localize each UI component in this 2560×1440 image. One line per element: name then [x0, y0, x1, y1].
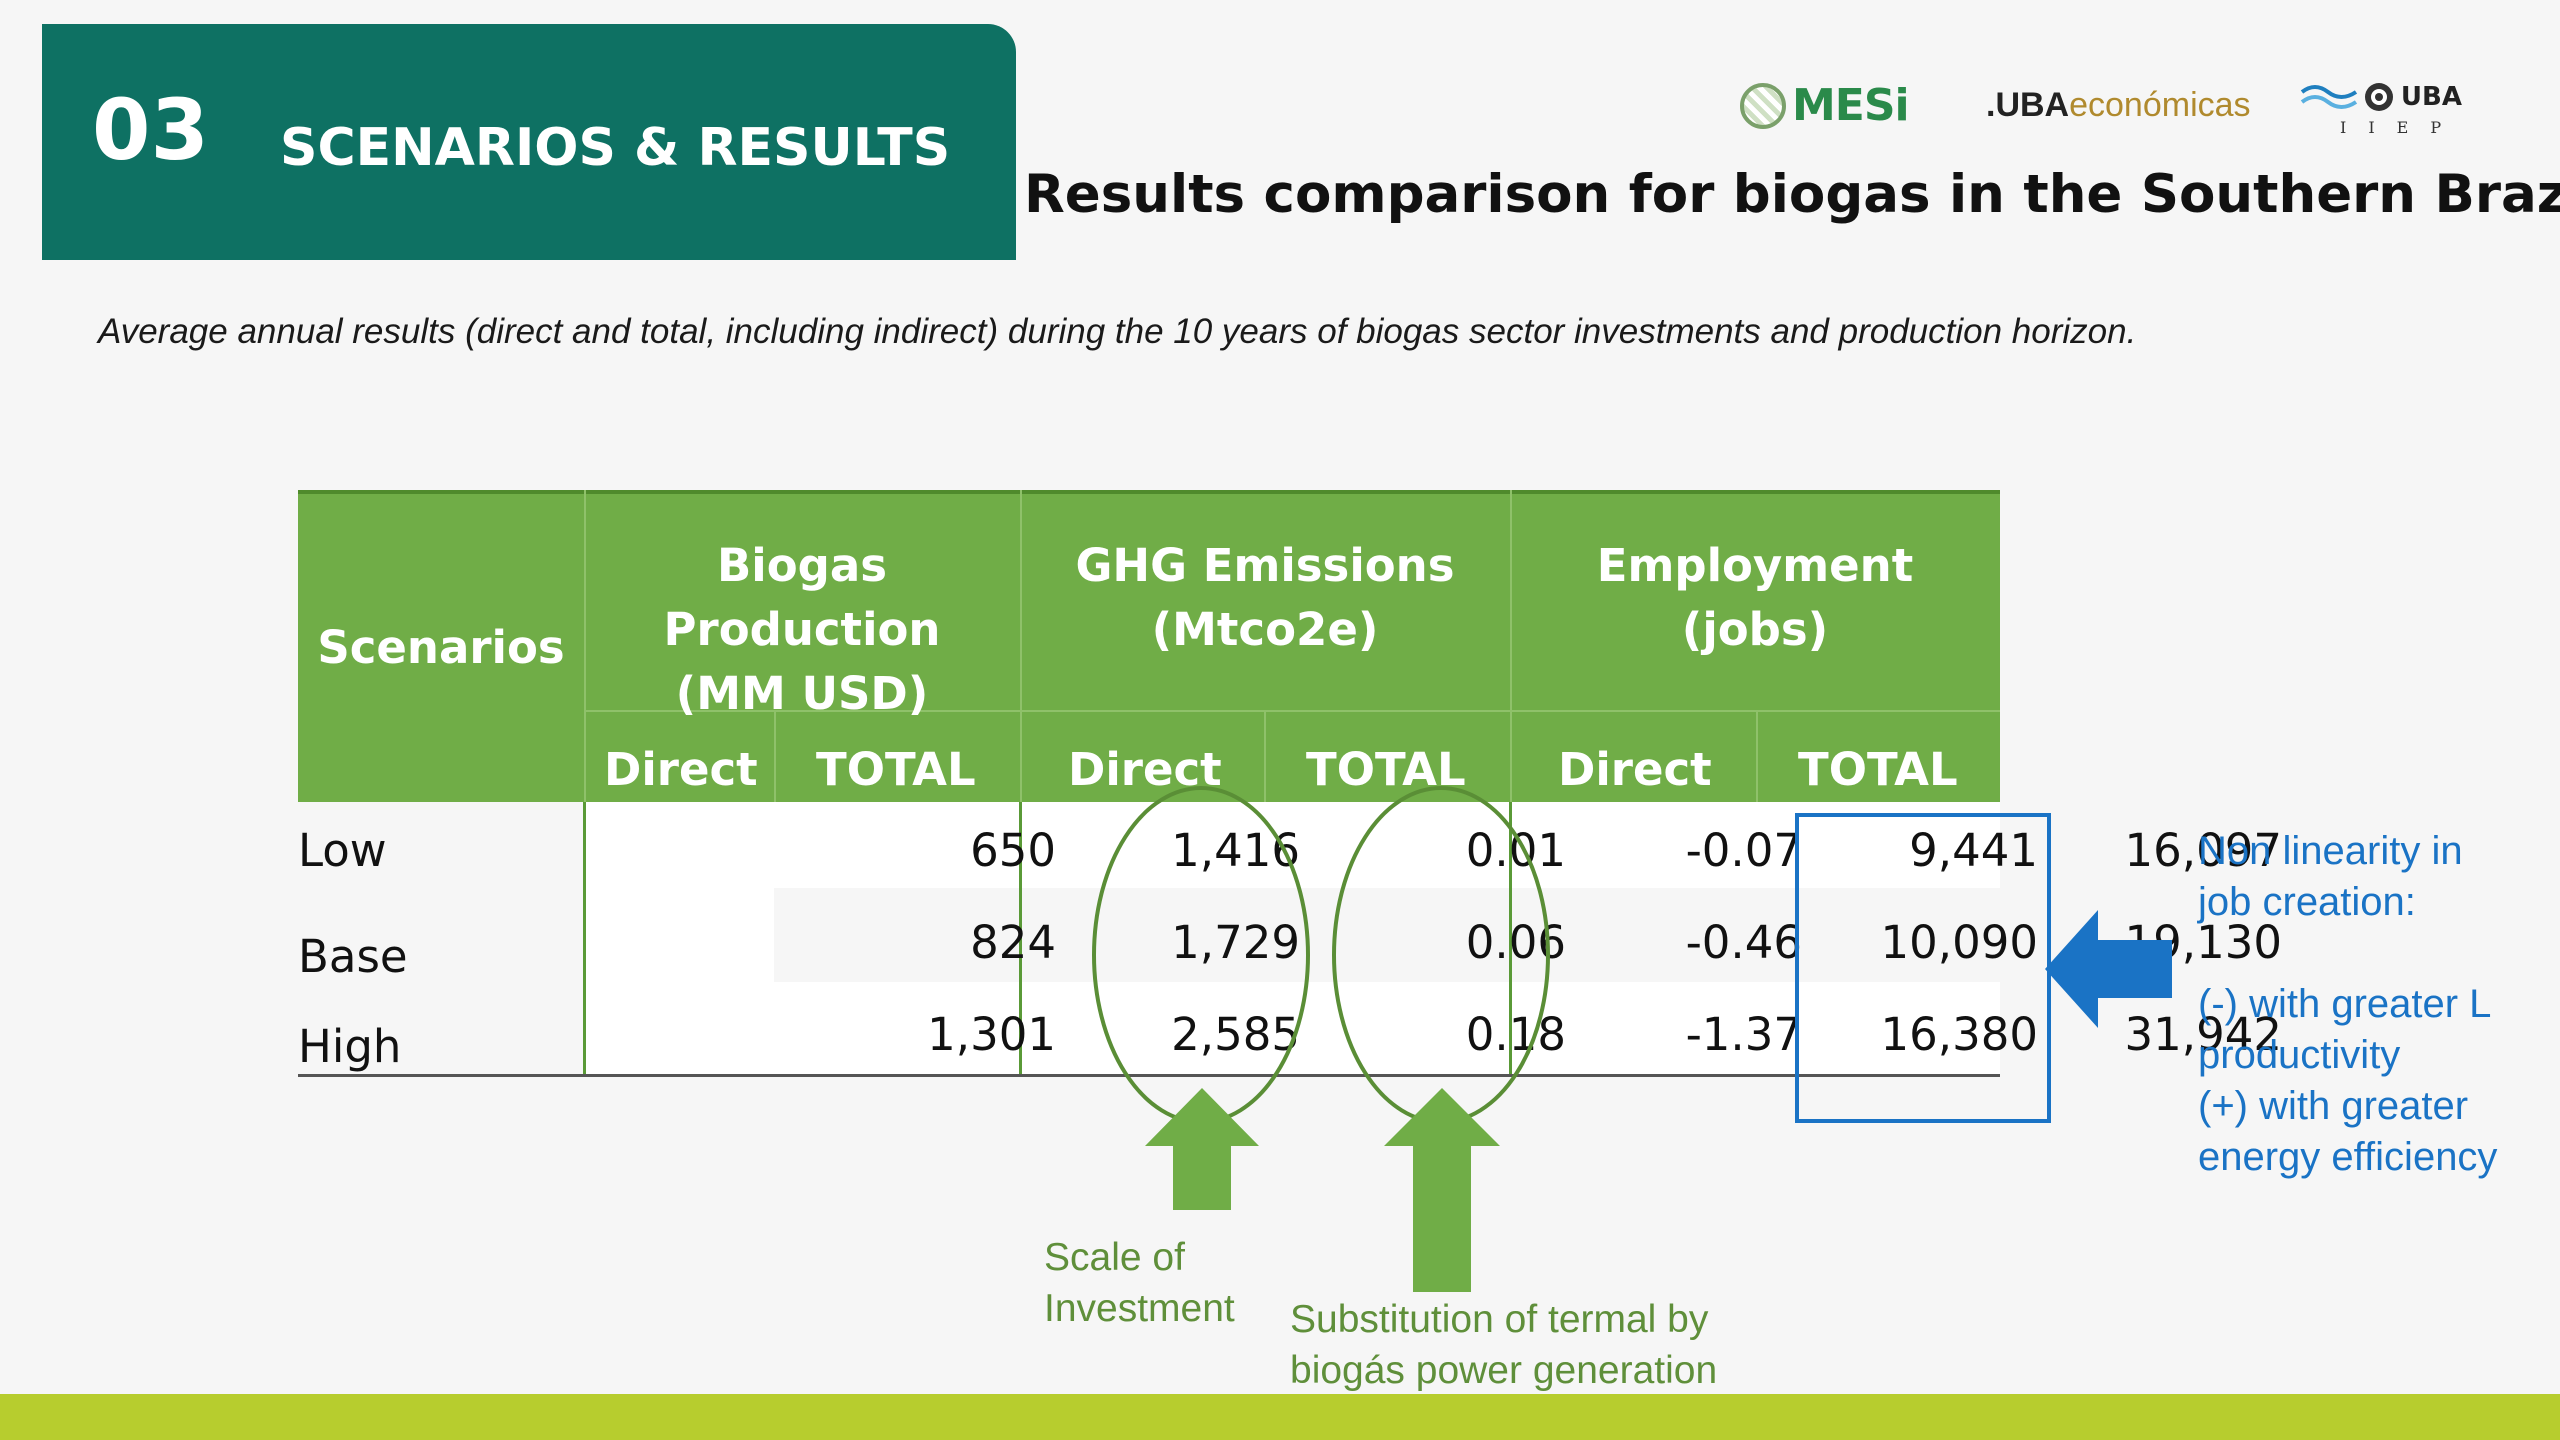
table-cell: 9,441 [1909, 824, 2038, 877]
table-cell: 10,090 [1880, 916, 2038, 969]
body-separator [1509, 802, 1512, 1076]
subheader-separator [774, 710, 776, 802]
table-cell: 16,380 [1880, 1008, 2038, 1061]
header-separator [1020, 490, 1022, 802]
row-bg-low [584, 802, 2000, 888]
row-label-base: Base [298, 930, 408, 983]
substitution-note: Substitution of termal by biogás power g… [1290, 1298, 1718, 1392]
table-cell: 31,942 [2124, 1008, 2282, 1061]
row-bg-high [584, 982, 2000, 1074]
up-arrow-icon [1384, 1088, 1500, 1292]
header-employment: Employment (jobs) [1596, 539, 1914, 656]
footer-bar [0, 1394, 2560, 1440]
uba-iiep-logo: UBA IIEP [2300, 80, 2463, 137]
table-cell: 824 [970, 916, 1056, 969]
body-separator [1019, 802, 1022, 1076]
results-table: Scenarios Biogas Production (MM USD) GHG… [298, 490, 2282, 1078]
section-title: SCENARIOS & RESULTS [280, 118, 951, 178]
subheader-total: TOTAL [1798, 743, 1958, 796]
row-bg-base-cell [584, 888, 774, 982]
header-separator [1510, 490, 1512, 802]
partner-logos: MESi .UBAeconómicas UBA IIEP [1740, 80, 2480, 160]
left-arrow-icon [2045, 910, 2172, 1028]
header-separator [584, 490, 586, 802]
header-biogas-production: Biogas Production (MM USD) [663, 539, 941, 720]
mesi-logo: MESi [1740, 80, 1910, 131]
table-cell: -0.46 [1685, 916, 1802, 969]
subheader-total: TOTAL [816, 743, 976, 796]
conicet-wave-icon [2300, 85, 2358, 109]
table-cell: 1,301 [927, 1008, 1056, 1061]
header-ghg-emissions: GHG Emissions (Mtco2e) [1075, 539, 1455, 656]
table-cell: 2,585 [1171, 1008, 1300, 1061]
table-cell: -1.37 [1685, 1008, 1802, 1061]
subheader-direct: Direct [1558, 743, 1712, 796]
table-header-band [298, 490, 2000, 802]
header-scenarios: Scenarios [317, 621, 565, 674]
subheader-separator [1756, 710, 1758, 802]
subheader-separator [1264, 710, 1266, 802]
row-label-high: High [298, 1020, 402, 1073]
table-top-border [298, 490, 2000, 494]
section-banner [42, 24, 1016, 260]
section-number: 03 [92, 81, 209, 179]
table-cell: 1,729 [1171, 916, 1300, 969]
globe-icon [1740, 82, 1786, 129]
row-label-low: Low [298, 824, 387, 877]
scale-of-investment-note: Scale of Investment [1044, 1236, 1235, 1330]
table-cell: 16,097 [2124, 824, 2282, 877]
table-cell: 650 [970, 824, 1056, 877]
non-linearity-note: Non linearity in job creation: (-) with … [2198, 829, 2498, 1179]
up-arrow-icon [1145, 1088, 1259, 1210]
subheader-direct: Direct [604, 743, 758, 796]
header-divider [584, 710, 2000, 712]
table-cell: 0.18 [1465, 1008, 1566, 1061]
highlight-ellipse-ghg-total [1332, 786, 1550, 1124]
slide-title: Results comparison for biogas in the Sou… [1024, 164, 2560, 225]
table-cell: 1,416 [1171, 824, 1300, 877]
table-cell: -0.07 [1685, 824, 1802, 877]
highlight-box-employment-total [1795, 813, 2051, 1123]
uba-seal-icon [2365, 83, 2394, 111]
table-bottom-border [298, 1074, 2000, 1077]
highlight-ellipse-ghg-direct [1092, 786, 1310, 1124]
body-separator [583, 802, 586, 1076]
uba-economicas-logo: .UBAeconómicas [1986, 86, 2251, 124]
slide-subtitle: Average annual results (direct and total… [98, 312, 2137, 351]
